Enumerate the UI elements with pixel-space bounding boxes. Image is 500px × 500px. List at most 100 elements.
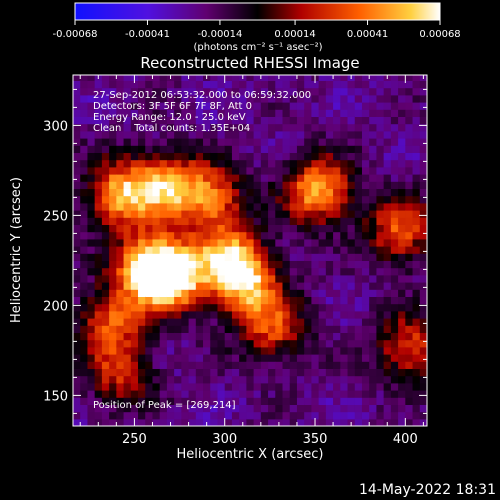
heatmap-cell [166,195,175,204]
heatmap-cell [101,210,110,218]
heatmap-cell [181,368,190,377]
heatmap-cell [260,361,269,369]
heatmap-cell [101,174,110,182]
heatmap-cell [210,361,219,369]
heatmap-cell [174,260,182,269]
heatmap-cell [304,375,313,384]
heatmap-cell [166,238,175,247]
heatmap-cell [246,188,255,197]
heatmap-cell [217,152,226,161]
heatmap-cell [80,260,89,269]
heatmap-cell [101,123,110,132]
heatmap-cell [73,289,81,297]
heatmap-cell [304,267,313,276]
heatmap-cell [166,303,175,312]
heatmap-cell [174,210,182,218]
heatmap-cell [166,267,175,276]
heatmap-cell [246,116,255,125]
heatmap-cell [174,289,182,297]
heatmap-cell [116,375,125,384]
heatmap-cell [325,390,334,398]
heatmap-cell [109,368,117,377]
heatmap-cell [138,375,146,384]
heatmap-cell [383,181,392,189]
heatmap-cell [311,361,320,369]
heatmap-cell [289,138,298,146]
heatmap-cell [239,354,247,362]
heatmap-cell [398,332,406,341]
heatmap-cell [268,217,276,225]
heatmap-cell [109,375,117,384]
heatmap-cell [296,267,305,276]
heatmap-cell [376,181,385,189]
heatmap-cell [231,195,240,204]
heatmap-cell [123,303,132,312]
heatmap-cell [369,130,378,139]
heatmap-cell [203,123,211,132]
heatmap-cell [275,116,284,125]
heatmap-cell [130,267,139,276]
heatmap-cell [94,123,103,132]
heatmap-cell [361,289,370,297]
heatmap-cell [101,310,110,319]
heatmap-cell [289,166,298,175]
heatmap-cell [390,411,399,420]
heatmap-cell [412,310,421,319]
heatmap-cell [145,217,154,225]
heatmap-cell [109,202,117,211]
heatmap-cell [412,195,421,204]
heatmap-cell [311,390,320,398]
heatmap-cell [138,339,146,348]
heatmap-cell [282,75,291,81]
heatmap-cell [260,303,269,312]
heatmap-cell [116,145,125,153]
heatmap-cell [195,231,204,240]
heatmap-cell [174,332,182,341]
heatmap-cell [304,159,313,168]
heatmap-cell [195,152,204,161]
heatmap-cell [369,152,378,161]
heatmap-cell [398,274,406,283]
heatmap-cell [405,188,414,197]
heatmap-cell [318,318,327,326]
heatmap-cell [333,145,341,153]
heatmap-cell [109,246,117,254]
heatmap-cell [398,296,406,305]
heatmap-cell [239,303,247,312]
heatmap-cell [390,224,399,233]
heatmap-cell [419,109,427,117]
heatmap-cell [181,75,190,81]
heatmap-cell [347,238,356,247]
heatmap-cell [130,296,139,305]
heatmap-cell [94,202,103,211]
heatmap-cell [123,289,132,297]
heatmap-cell [116,397,125,405]
heatmap-cell [203,116,211,125]
heatmap-cell [347,354,356,362]
heatmap-cell [116,202,125,211]
heatmap-cell [159,231,168,240]
heatmap-cell [109,159,117,168]
heatmap-cell [80,224,89,233]
heatmap-cell [152,116,161,125]
heatmap-cell [405,253,414,261]
heatmap-cell [152,80,161,89]
heatmap-cell [333,404,341,413]
heatmap-cell [253,152,262,161]
heatmap-cell [268,274,276,283]
heatmap-cell [347,145,356,153]
heatmap-cell [109,346,117,355]
heatmap-cell [354,116,363,125]
heatmap-cell [174,282,182,290]
heatmap-cell [340,274,349,283]
heatmap-cell [159,332,168,341]
heatmap-cell [116,267,125,276]
heatmap-cell [398,224,406,233]
heatmap-cell [159,123,168,132]
heatmap-cell [188,138,197,146]
heatmap-cell [195,368,204,377]
heatmap-cell [152,188,161,197]
heatmap-cell [174,404,182,413]
heatmap-cell [347,224,356,233]
heatmap-cell [145,332,154,341]
